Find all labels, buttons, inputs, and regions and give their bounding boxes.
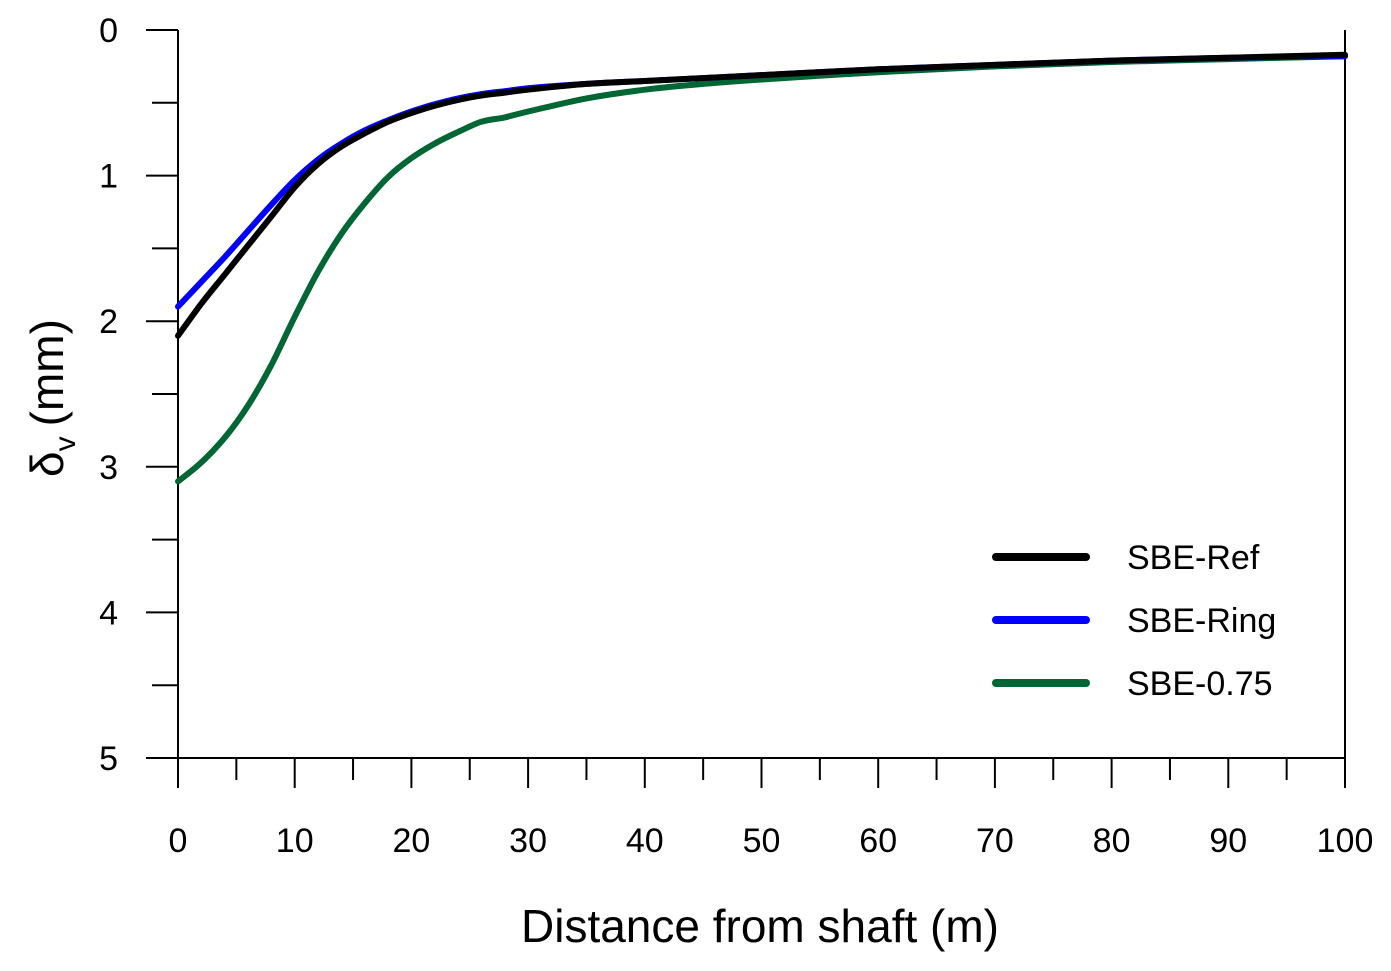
x-tick-label: 80: [1093, 822, 1131, 860]
x-tick-label: 60: [859, 822, 897, 860]
y-axis-symbol: δ: [21, 451, 73, 477]
ticks: [146, 29, 1346, 788]
legend-label: SBE-Ref: [1127, 539, 1260, 577]
x-tick-label: 0: [169, 822, 188, 860]
y-axis-subscript: v: [49, 436, 82, 451]
series-line-sbe-0-75: [175, 53, 1348, 485]
series-lines: [175, 51, 1348, 485]
y-axis-unit: (mm): [21, 319, 73, 426]
y-axis-title: δv (mm): [21, 319, 82, 477]
x-axis-title: Distance from shaft (m): [521, 900, 999, 952]
series-line-sbe-ring: [175, 53, 1348, 310]
y-tick-label: 0: [99, 12, 118, 50]
x-tick-label: 90: [1209, 822, 1247, 860]
y-tick-label: 1: [99, 158, 118, 196]
x-tick-label: 20: [392, 822, 430, 860]
y-tick-label: 5: [99, 740, 118, 778]
series-line-sbe-ref: [175, 51, 1348, 339]
legend: SBE-Ref SBE-Ring SBE-0.75: [992, 539, 1276, 703]
x-tick-label: 100: [1317, 822, 1374, 860]
y-tick-label: 2: [99, 303, 118, 341]
x-tick-label: 10: [276, 822, 314, 860]
x-tick-label: 70: [976, 822, 1014, 860]
x-tick-label: 50: [743, 822, 781, 860]
legend-label: SBE-Ring: [1127, 602, 1276, 640]
x-tick-label: 30: [509, 822, 547, 860]
legend-label: SBE-0.75: [1127, 665, 1273, 703]
y-tick-label: 4: [99, 594, 118, 632]
y-tick-label: 3: [99, 449, 118, 487]
x-tick-label: 40: [626, 822, 664, 860]
